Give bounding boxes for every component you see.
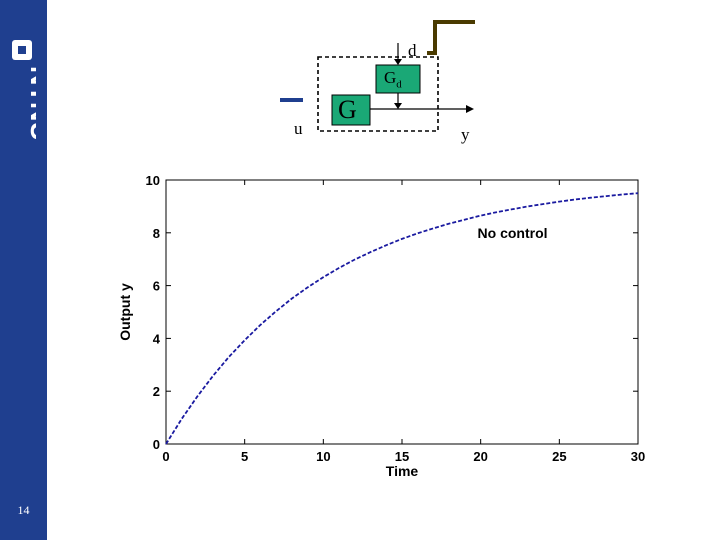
x-tick-label: 5 xyxy=(241,449,248,464)
chart-svg: 0 5 10 15 20 25 30 0 2 4 6 8 10 No control Time Outp… xyxy=(117,173,645,479)
y-tick-label: 2 xyxy=(153,384,160,399)
sidebar: NTNU 14 xyxy=(0,0,47,540)
ntnu-logo: NTNU xyxy=(12,40,36,141)
x-axis-label: Time xyxy=(386,463,419,479)
disturbance-step-icon xyxy=(427,20,475,55)
curve-annotation: No control xyxy=(478,225,548,241)
logo-text: NTNU xyxy=(25,66,36,141)
disturbance-arrowhead xyxy=(394,59,402,65)
x-tick-label: 20 xyxy=(473,449,487,464)
x-tick-label: 15 xyxy=(395,449,409,464)
plot-frame xyxy=(165,179,639,445)
output-curve xyxy=(165,192,639,445)
disturbance-block-label: Gd xyxy=(384,68,402,91)
y-tick-label: 10 xyxy=(146,173,160,188)
plant-block xyxy=(331,94,371,126)
slide-number: 14 xyxy=(17,503,30,517)
block-diagram: u y d G Gd xyxy=(270,15,500,155)
output-arrowhead xyxy=(466,105,474,113)
x-tick-label: 30 xyxy=(631,449,645,464)
system-boundary xyxy=(317,56,439,132)
y-tick-label: 8 xyxy=(153,226,160,241)
x-tick-label: 10 xyxy=(316,449,330,464)
y-tick-label: 0 xyxy=(153,437,160,452)
x-tick-label: 0 xyxy=(162,449,169,464)
disturbance-block-subscript: d xyxy=(396,78,402,91)
output-label: y xyxy=(461,125,470,144)
gd-out-arrowhead xyxy=(394,103,402,109)
plant-label: G xyxy=(338,95,357,124)
y-tick-label: 4 xyxy=(153,331,161,346)
disturbance-label: d xyxy=(408,41,417,60)
logo-square-inner xyxy=(18,46,26,54)
response-chart: 0 5 10 15 20 25 30 0 2 4 6 8 10 No control Time Outp… xyxy=(100,165,670,485)
input-label: u xyxy=(294,119,303,138)
y-tick-label: 6 xyxy=(153,279,160,294)
y-axis-label: Output y xyxy=(117,283,133,341)
x-tick-label: 25 xyxy=(552,449,566,464)
